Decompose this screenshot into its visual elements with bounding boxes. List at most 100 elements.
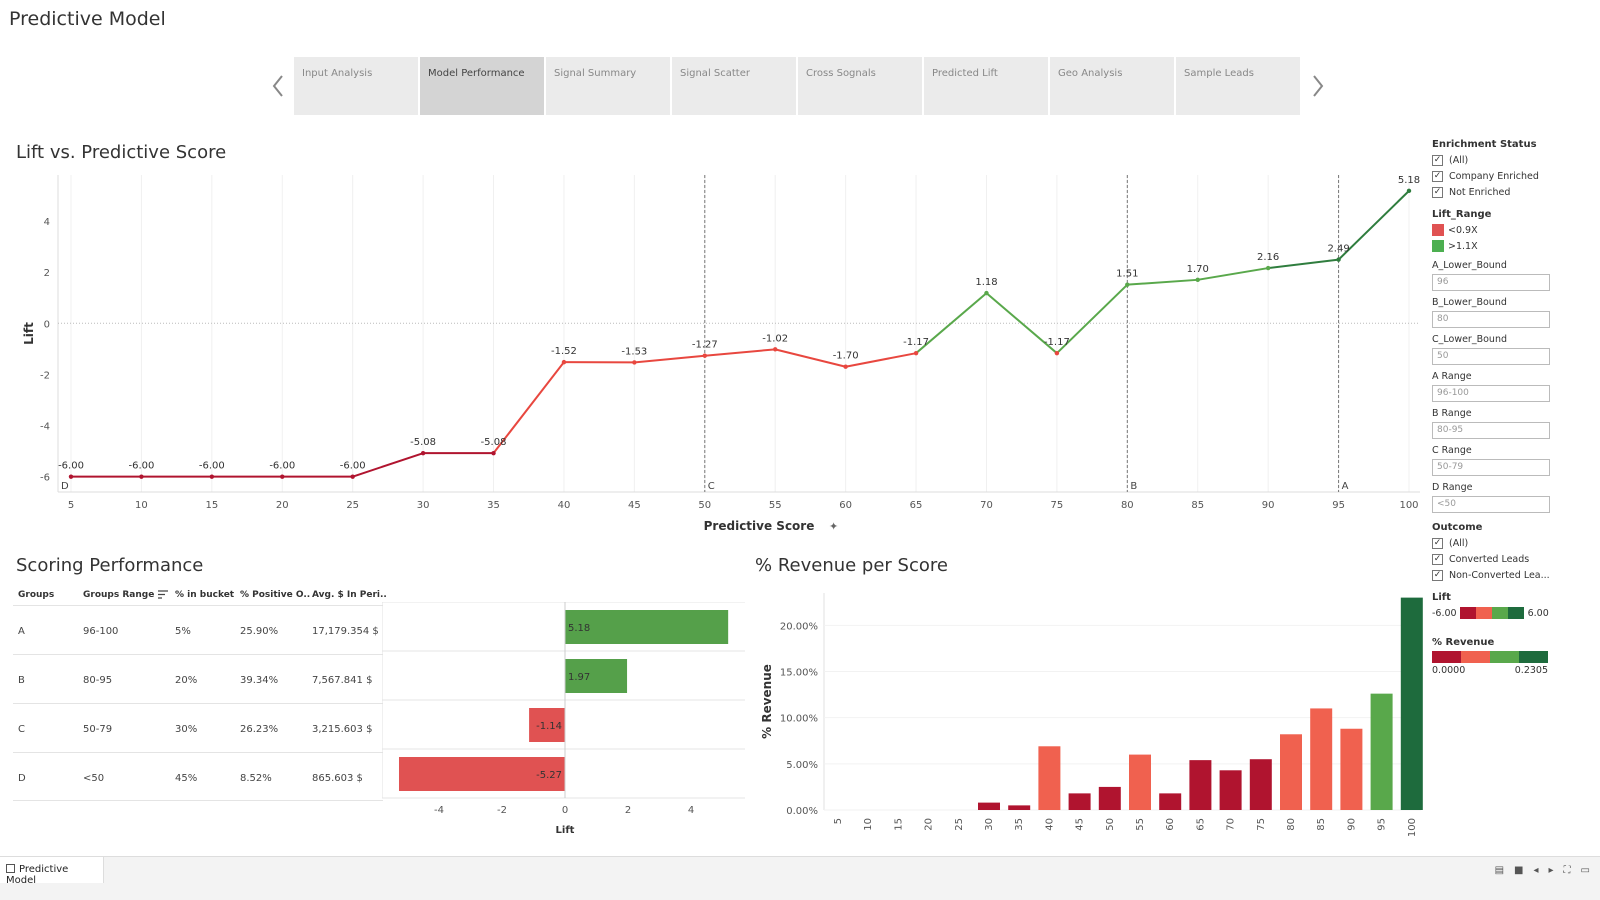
avg-cell: 7,567.841 $ [312, 675, 373, 686]
x-tick-label: 5 [833, 818, 844, 824]
tab-predicted-lift[interactable]: Predicted Lift [924, 57, 1048, 115]
lift-color-legend: -6.00 6.00 [1432, 607, 1592, 619]
checkbox-checked-icon[interactable]: ✓ [1432, 170, 1443, 182]
checkbox-checked-icon[interactable]: ✓ [1432, 537, 1443, 549]
x-tick-label: 50 [1105, 818, 1116, 831]
group-lift-bar-chart[interactable]: 5.18 1.97 -1.14 -5.27 -4 -2 0 2 4 Lift [382, 602, 747, 842]
revenue-bar [1068, 793, 1091, 810]
col-header-groups-range[interactable]: Groups Range [83, 590, 155, 600]
group-cell: D [18, 773, 26, 784]
revenue-legend-title: % Revenue [1432, 637, 1495, 648]
data-label: 1.70 [1187, 264, 1209, 275]
page-title: Predictive Model [9, 8, 166, 30]
y-tick-label: 15.00% [780, 667, 818, 678]
present-icon[interactable]: ▭ [1580, 865, 1590, 876]
tab-signal-summary[interactable]: Signal Summary [546, 57, 670, 115]
checkbox-checked-icon[interactable]: ✓ [1432, 186, 1443, 198]
c-lower-bound-input[interactable]: 50 [1432, 348, 1550, 365]
bucket-cell: 5% [175, 626, 191, 637]
enrichment-option-company-enriched[interactable]: ✓ Company Enriched [1432, 168, 1592, 184]
lift-chart-title: Lift vs. Predictive Score [16, 142, 227, 163]
x-tick-label: 40 [1044, 818, 1055, 831]
next-sheet-icon[interactable]: ▸ [1548, 865, 1554, 876]
param-label-c-lower: C_Lower_Bound [1432, 334, 1507, 345]
filmstrip-view-icon[interactable]: ■ [1514, 865, 1524, 876]
a-range-input[interactable]: 96-100 [1432, 385, 1550, 402]
lift-range-low[interactable]: <0.9X [1432, 222, 1592, 238]
d-range-input[interactable]: <50 [1432, 496, 1550, 513]
tab-sample-leads[interactable]: Sample Leads [1176, 57, 1300, 115]
option-label: (All) [1449, 537, 1469, 549]
line-segment [352, 452, 424, 478]
tab-signal-scatter[interactable]: Signal Scatter [672, 57, 796, 115]
data-point [420, 450, 426, 456]
tab-input-analysis[interactable]: Input Analysis [294, 57, 418, 115]
outcome-option-converted[interactable]: ✓ Converted Leads [1432, 551, 1592, 567]
x-tick-label: 50 [698, 500, 711, 511]
b-range-input[interactable]: 80-95 [1432, 422, 1550, 439]
lift-vs-score-chart[interactable]: 420-2-4-65 10 15 20 25 30 35 40 45 50 55 60 65 70 75 80… [0, 170, 1425, 542]
enrichment-option-all[interactable]: ✓ (All) [1432, 152, 1592, 168]
option-label: (All) [1449, 154, 1469, 166]
enrichment-option-not-enriched[interactable]: ✓ Not Enriched [1432, 184, 1592, 200]
outcome-option-all[interactable]: ✓ (All) [1432, 535, 1592, 551]
x-tick-label: 5 [68, 500, 74, 511]
avg-cell: 17,179.354 $ [312, 626, 379, 637]
table-row[interactable]: C 50-79 30% 26.23% 3,215.603 $ [13, 703, 383, 752]
data-label: -6.00 [128, 461, 154, 472]
lift-legend-title: Lift [1432, 592, 1451, 603]
table-row[interactable]: D <50 45% 8.52% 865.603 $ [13, 752, 383, 801]
line-segment [1127, 278, 1198, 286]
checkbox-checked-icon[interactable]: ✓ [1432, 154, 1443, 166]
col-header-groups[interactable]: Groups [18, 590, 55, 600]
a-lower-bound-input[interactable]: 96 [1432, 274, 1550, 291]
outcome-option-non-converted[interactable]: ✓ Non-Converted Lea... [1432, 567, 1592, 583]
chevron-right-icon [1313, 75, 1324, 97]
x-tick-label: 85 [1191, 500, 1204, 511]
x-tick-label: 25 [346, 500, 359, 511]
lift-gradient-bar [1459, 607, 1524, 619]
table-row[interactable]: B 80-95 20% 39.34% 7,567.841 $ [13, 654, 383, 703]
tab-model-performance[interactable]: Model Performance [420, 57, 544, 115]
col-header-positive[interactable]: % Positive O.. [240, 590, 311, 600]
x-tick-label: 20 [276, 500, 289, 511]
previous-sheet-icon[interactable]: ◂ [1533, 865, 1539, 876]
bottom-toolbar: Predictive Model ▤ ■ ◂ ▸ ⛶ ▭ [0, 856, 1600, 900]
b-lower-bound-input[interactable]: 80 [1432, 311, 1550, 328]
y-tick-label: 4 [44, 217, 50, 228]
sort-icon[interactable] [158, 590, 168, 602]
revenue-bar [1310, 708, 1333, 810]
checkbox-checked-icon[interactable]: ✓ [1432, 553, 1443, 565]
col-header-avg-dollars[interactable]: Avg. $ In Peri.. [312, 590, 387, 600]
x-tick-label: 30 [417, 500, 430, 511]
data-label: -1.02 [762, 333, 788, 344]
lift-bar-label: -5.27 [536, 770, 562, 781]
col-header-in-bucket[interactable]: % in bucket [175, 590, 235, 600]
sheet-tab-predictive-model[interactable]: Predictive Model [0, 857, 104, 886]
grid-view-icon[interactable]: ▤ [1494, 865, 1505, 876]
data-point [209, 474, 215, 479]
fullscreen-icon[interactable]: ⛶ [1563, 865, 1571, 876]
checkbox-checked-icon[interactable]: ✓ [1432, 569, 1443, 581]
revenue-per-score-chart[interactable]: 0.00% 5.00% 10.00% 15.00% 20.00% % Revenue 5 10… [756, 585, 1426, 840]
c-range-input[interactable]: 50-79 [1432, 459, 1550, 476]
data-label: -6.00 [58, 461, 84, 472]
table-row[interactable]: A 96-100 5% 25.90% 17,179.354 $ [13, 605, 383, 654]
x-tick-label: 75 [1051, 500, 1064, 511]
revenue-bar [1400, 597, 1423, 810]
tab-geo-analysis[interactable]: Geo Analysis [1050, 57, 1174, 115]
data-label: 1.18 [975, 277, 997, 288]
x-tick-label: 65 [910, 500, 923, 511]
x-tick-label: -4 [434, 805, 444, 816]
data-label: 5.18 [1398, 175, 1420, 186]
line-segment [704, 348, 776, 357]
lift-legend-max: 6.00 [1527, 607, 1549, 619]
tab-cross-sognals[interactable]: Cross Sognals [798, 57, 922, 115]
bucket-cell: 45% [175, 773, 198, 784]
y-tick-label: 20.00% [780, 621, 818, 632]
prev-tab-button[interactable] [262, 57, 294, 115]
next-tab-button[interactable] [1302, 57, 1334, 115]
bucket-cell: 30% [175, 724, 198, 735]
param-label-d-range: D Range [1432, 482, 1473, 493]
lift-range-high[interactable]: >1.1X [1432, 238, 1592, 254]
